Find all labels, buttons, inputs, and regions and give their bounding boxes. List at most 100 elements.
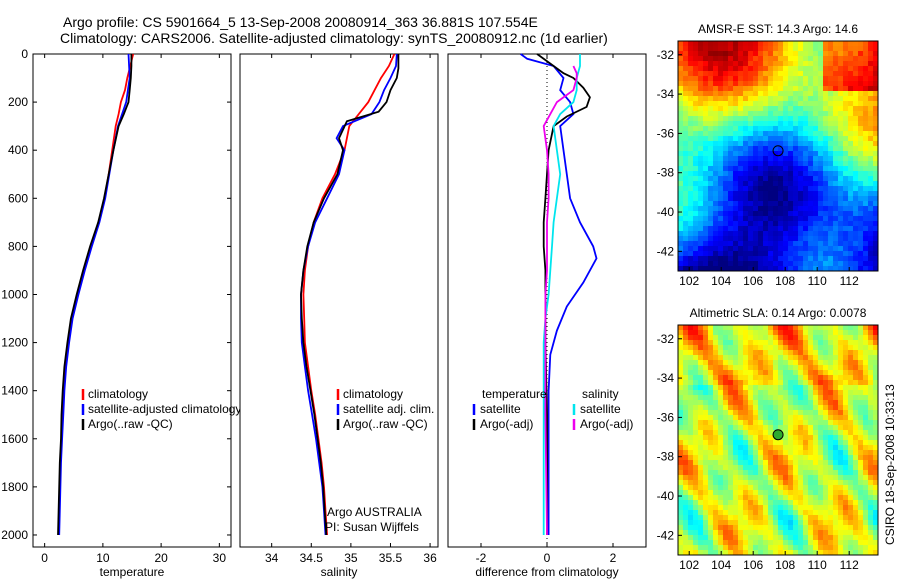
heatmap-cell (863, 261, 869, 267)
heatmap-cell (828, 146, 834, 152)
heatmap-cell (768, 375, 774, 381)
x-tick-label: 20 (154, 551, 168, 565)
heatmap-cell (743, 445, 749, 451)
heatmap-cell (718, 335, 724, 341)
heatmap-cell (748, 465, 754, 471)
heatmap-cell (868, 101, 874, 107)
heatmap-cell (833, 66, 839, 72)
heatmap-cell (678, 111, 684, 117)
heatmap-cell (858, 171, 864, 177)
heatmap-cell (843, 101, 849, 107)
heatmap-cell (738, 91, 744, 97)
heatmap-cell (793, 221, 799, 227)
heatmap-cell (818, 221, 824, 227)
heatmap-cell (723, 121, 729, 127)
heatmap-cell (763, 201, 769, 207)
heatmap-cell (798, 136, 804, 142)
heatmap-cell (768, 465, 774, 471)
heatmap-cell (858, 111, 864, 117)
heatmap-cell (678, 141, 684, 147)
heatmap-cell (808, 161, 814, 167)
heatmap-cell (808, 256, 814, 262)
heatmap-cell (678, 256, 684, 262)
heatmap-cell (833, 340, 839, 346)
heatmap-cell (723, 76, 729, 82)
heatmap-cell (703, 425, 709, 431)
heatmap-cell (813, 470, 819, 476)
heatmap-cell (718, 61, 724, 67)
heatmap-cell (678, 236, 684, 242)
heatmap-cell (753, 550, 759, 556)
legend-label: climatology (343, 387, 403, 401)
heatmap-cell (758, 335, 764, 341)
heatmap-cell (723, 390, 729, 396)
heatmap-cell (788, 545, 794, 551)
heatmap-cell (768, 335, 774, 341)
heatmap-cell (733, 116, 739, 122)
heatmap-cell (723, 226, 729, 232)
heatmap-cell (818, 410, 824, 416)
heatmap-cell (868, 325, 874, 331)
heatmap-cell (738, 86, 744, 92)
heatmap-cell (753, 540, 759, 546)
heatmap-cell (813, 206, 819, 212)
heatmap-cell (773, 131, 779, 137)
heatmap-cell (828, 131, 834, 137)
heatmap-cell (693, 241, 699, 247)
heatmap-cell (828, 485, 834, 491)
heatmap-cell (678, 51, 684, 57)
heatmap-cell (743, 395, 749, 401)
x-tick-label: 34 (265, 551, 279, 565)
heatmap-cell (838, 251, 844, 257)
heatmap-cell (763, 325, 769, 331)
heatmap-cell (703, 81, 709, 87)
heatmap-cell (723, 221, 729, 227)
heatmap-cell (798, 415, 804, 421)
heatmap-cell (868, 330, 874, 336)
heatmap-cell (788, 520, 794, 526)
heatmap-cell (693, 460, 699, 466)
heatmap-cell (788, 111, 794, 117)
heatmap-cell (858, 141, 864, 147)
heatmap-cell (758, 420, 764, 426)
heatmap-cell (803, 226, 809, 232)
heatmap-cell (773, 101, 779, 107)
heatmap-cell (773, 161, 779, 167)
heatmap-cell (678, 450, 684, 456)
heatmap-cell (853, 490, 859, 496)
heatmap-cell (768, 535, 774, 541)
heatmap-cell (798, 91, 804, 97)
heatmap-cell (798, 196, 804, 202)
heatmap-cell (723, 41, 729, 47)
heatmap-cell (823, 231, 829, 237)
heatmap-cell (708, 425, 714, 431)
heatmap-cell (818, 131, 824, 137)
heatmap-cell (803, 490, 809, 496)
heatmap-cell (798, 510, 804, 516)
heatmap-cell (803, 121, 809, 127)
heatmap-cell (838, 76, 844, 82)
heatmap-cell (783, 171, 789, 177)
heatmap-cell (758, 400, 764, 406)
heatmap-cell (828, 325, 834, 331)
heatmap-cell (693, 166, 699, 172)
heatmap-cell (788, 535, 794, 541)
heatmap-cell (768, 181, 774, 187)
heatmap-cell (753, 525, 759, 531)
heatmap-cell (843, 470, 849, 476)
heatmap-cell (763, 535, 769, 541)
heatmap-cell (688, 231, 694, 237)
heatmap-cell (858, 161, 864, 167)
heatmap-cell (808, 520, 814, 526)
heatmap-cell (818, 435, 824, 441)
heatmap-cell (808, 121, 814, 127)
heatmap-cell (813, 126, 819, 132)
heatmap-cell (778, 216, 784, 222)
heatmap-cell (718, 206, 724, 212)
heatmap-cell (833, 370, 839, 376)
heatmap-cell (778, 156, 784, 162)
heatmap-cell (743, 141, 749, 147)
heatmap-cell (853, 51, 859, 57)
heatmap-cell (793, 76, 799, 82)
heatmap-cell (693, 106, 699, 112)
